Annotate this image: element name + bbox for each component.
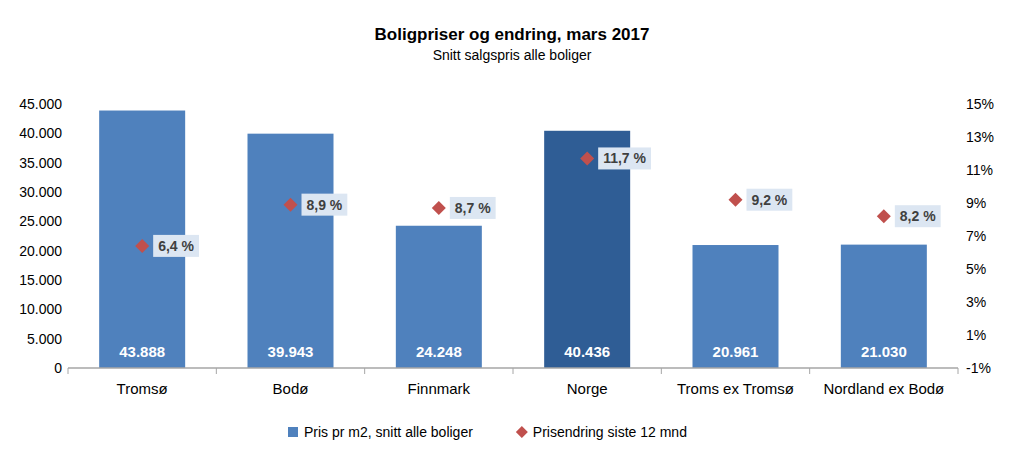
y-tick-label: 45.000 bbox=[19, 96, 62, 112]
y2-tick bbox=[958, 236, 962, 237]
y2-tick bbox=[958, 104, 962, 105]
x-tick-separator bbox=[513, 368, 514, 374]
point bbox=[284, 198, 298, 212]
legend-swatch bbox=[516, 426, 528, 438]
y-tick bbox=[64, 221, 68, 222]
y-tick bbox=[64, 104, 68, 105]
x-tick-label: Finnmark bbox=[408, 380, 471, 397]
legend-label: Pris pr m2, snitt alle boliger bbox=[304, 424, 473, 440]
point bbox=[877, 209, 891, 223]
y-tick-label: 5.000 bbox=[27, 331, 62, 347]
point-label-box bbox=[153, 235, 199, 257]
y-tick bbox=[64, 162, 68, 163]
point-label-box bbox=[747, 189, 793, 211]
point-label-box bbox=[450, 197, 496, 219]
x-tick-separator bbox=[364, 368, 365, 374]
y-tick-label: 0 bbox=[54, 360, 62, 376]
bar-label: 21.030 bbox=[861, 343, 907, 360]
legend: Pris pr m2, snitt alle boliger Prisendrin… bbox=[288, 424, 687, 440]
y-tick bbox=[64, 309, 68, 310]
point bbox=[729, 193, 743, 207]
bar bbox=[248, 134, 334, 368]
point-label-group: 8,2 % bbox=[895, 205, 941, 227]
x-tick-label: Troms ex Tromsø bbox=[677, 380, 794, 397]
y2-tick-label: 11% bbox=[966, 162, 993, 178]
y-tick-label: 10.000 bbox=[19, 301, 62, 317]
y2-tick-label: 5% bbox=[966, 261, 986, 277]
y2-tick bbox=[958, 335, 962, 336]
y-tick bbox=[64, 250, 68, 251]
y2-tick-label: 13% bbox=[966, 129, 994, 145]
x-tick-separator bbox=[809, 368, 810, 374]
point bbox=[580, 151, 594, 165]
page: {"chart_data": { "type": "bar", "title":… bbox=[0, 0, 1024, 464]
bar-label: 24.248 bbox=[416, 343, 462, 360]
legend-swatch bbox=[288, 427, 298, 437]
bar-label: 39.943 bbox=[268, 343, 314, 360]
y2-tick bbox=[958, 203, 962, 204]
background bbox=[0, 0, 1024, 464]
point-label: 8,9 % bbox=[307, 197, 343, 213]
point-label: 8,7 % bbox=[455, 200, 491, 216]
point-label: 9,2 % bbox=[752, 192, 788, 208]
point-label-box bbox=[895, 205, 941, 227]
y2-tick bbox=[958, 170, 962, 171]
y2-tick bbox=[958, 368, 962, 369]
chart: Boligpriser og endring, mars 2017 Snitt s… bbox=[0, 0, 1024, 464]
x-tick-separator bbox=[216, 368, 217, 374]
point bbox=[432, 201, 446, 215]
y-tick-label: 40.000 bbox=[19, 125, 62, 141]
x-tick-separator bbox=[958, 368, 959, 374]
point-label: 8,2 % bbox=[900, 208, 936, 224]
point-label-group: 8,7 % bbox=[450, 197, 496, 219]
point-label-group: 11,7 % bbox=[598, 147, 651, 169]
y-tick-label: 35.000 bbox=[19, 155, 62, 171]
y-tick bbox=[64, 133, 68, 134]
point-label-box bbox=[598, 147, 651, 169]
x-tick-label: Norge bbox=[567, 380, 608, 397]
y-tick bbox=[64, 192, 68, 193]
x-tick-label: Nordland ex Bodø bbox=[823, 380, 944, 397]
y2-tick bbox=[958, 302, 962, 303]
y-tick-label: 20.000 bbox=[19, 243, 62, 259]
y-tick bbox=[64, 338, 68, 339]
point-label: 6,4 % bbox=[158, 238, 194, 254]
bar-label: 43.888 bbox=[119, 343, 165, 360]
y2-tick-label: 9% bbox=[966, 195, 986, 211]
y2-tick-label: -1% bbox=[966, 360, 991, 376]
title: Boligpriser og endring, mars 2017 bbox=[375, 25, 650, 44]
point bbox=[135, 239, 149, 253]
bar-label: 40.436 bbox=[564, 343, 610, 360]
y2-tick-label: 7% bbox=[966, 228, 986, 244]
bar bbox=[841, 245, 927, 368]
y-tick-label: 25.000 bbox=[19, 213, 62, 229]
x-tick-label: Bodø bbox=[273, 380, 309, 397]
y2-tick bbox=[958, 269, 962, 270]
y2-tick-label: 3% bbox=[966, 294, 986, 310]
point-label-box bbox=[302, 194, 348, 216]
plot-marks bbox=[99, 111, 927, 368]
y-tick bbox=[64, 280, 68, 281]
y-tick-label: 30.000 bbox=[19, 184, 62, 200]
point-label: 11,7 % bbox=[603, 150, 646, 166]
y2-tick-label: 15% bbox=[966, 96, 994, 112]
subtitle: Snitt salgspris alle boliger bbox=[433, 47, 592, 63]
point-label-group: 6,4 % bbox=[153, 235, 199, 257]
legend-label: Prisendring siste 12 mnd bbox=[533, 424, 687, 440]
y2-tick-label: 1% bbox=[966, 327, 986, 343]
bar bbox=[693, 245, 779, 368]
y2-tick bbox=[958, 137, 962, 138]
x-tick-separator bbox=[661, 368, 662, 374]
data-labels: 43.888 39.943 24.248 40.436 20.961 21.030 6,4 … bbox=[119, 147, 940, 360]
bar-label: 20.961 bbox=[713, 343, 759, 360]
point-label-group: 9,2 % bbox=[747, 189, 793, 211]
point-label-group: 8,9 % bbox=[302, 194, 348, 216]
x-tick-label: Tromsø bbox=[117, 380, 168, 397]
y-tick bbox=[64, 368, 68, 369]
bar bbox=[396, 226, 482, 368]
x-tick-separator bbox=[68, 368, 69, 374]
y-tick-label: 15.000 bbox=[19, 272, 62, 288]
